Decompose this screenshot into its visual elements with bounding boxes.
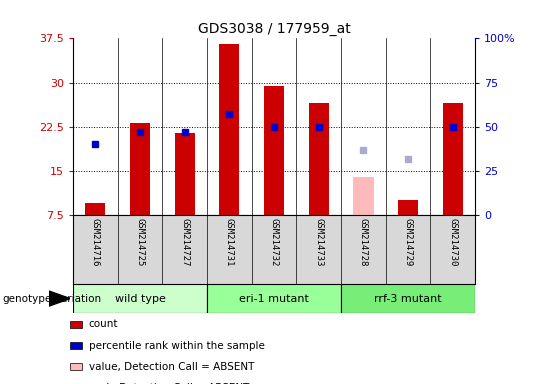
Text: GSM214725: GSM214725 (136, 218, 145, 267)
Text: genotype/variation: genotype/variation (3, 293, 102, 304)
Text: percentile rank within the sample: percentile rank within the sample (89, 341, 265, 351)
Title: GDS3038 / 177959_at: GDS3038 / 177959_at (198, 22, 350, 36)
Text: rrf-3 mutant: rrf-3 mutant (374, 293, 442, 304)
Text: GSM214728: GSM214728 (359, 218, 368, 267)
Polygon shape (49, 291, 70, 306)
Bar (174, 132, 195, 215)
Text: GSM214727: GSM214727 (180, 218, 189, 267)
Bar (207, 284, 341, 313)
Text: GSM214732: GSM214732 (269, 218, 279, 267)
Bar (73, 284, 207, 313)
Bar (264, 86, 284, 215)
Text: GSM214716: GSM214716 (91, 218, 100, 267)
Bar (341, 284, 475, 313)
Bar (398, 200, 418, 215)
Bar (85, 203, 105, 215)
Text: wild type: wild type (114, 293, 165, 304)
Bar (219, 44, 239, 215)
Text: eri-1 mutant: eri-1 mutant (239, 293, 309, 304)
Text: GSM214731: GSM214731 (225, 218, 234, 267)
Bar (353, 177, 374, 215)
Bar (443, 103, 463, 215)
Text: GSM214733: GSM214733 (314, 218, 323, 267)
Text: value, Detection Call = ABSENT: value, Detection Call = ABSENT (89, 362, 254, 372)
Text: GSM214729: GSM214729 (403, 218, 413, 267)
Text: count: count (89, 319, 118, 329)
Bar (130, 122, 150, 215)
Text: rank, Detection Call = ABSENT: rank, Detection Call = ABSENT (89, 383, 249, 384)
Text: GSM214730: GSM214730 (448, 218, 457, 267)
Bar (309, 103, 329, 215)
